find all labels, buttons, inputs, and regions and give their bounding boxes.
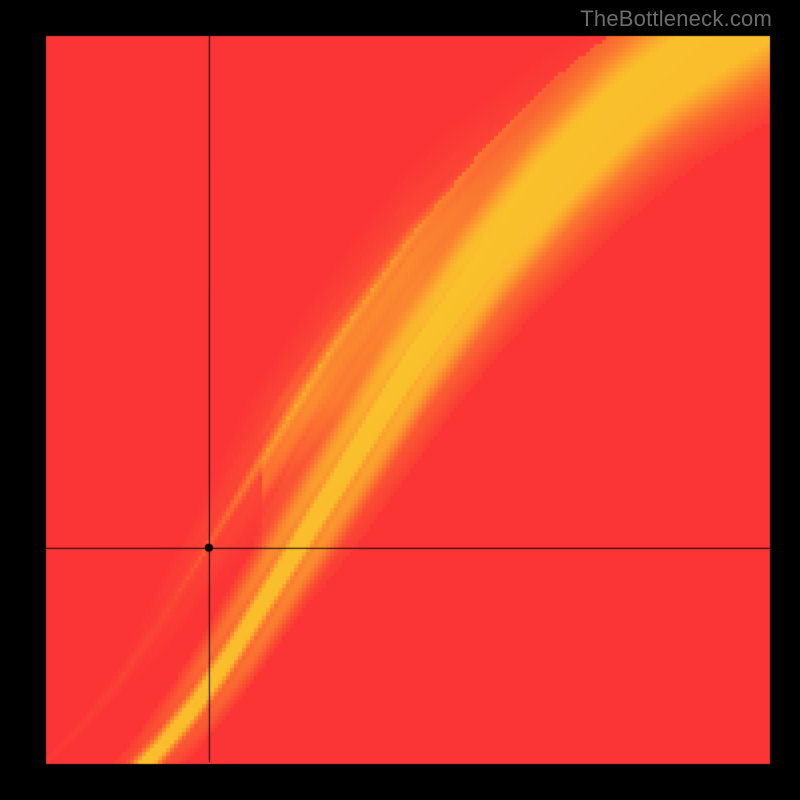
bottleneck-heatmap (0, 0, 800, 800)
watermark-text: TheBottleneck.com (580, 6, 772, 32)
chart-container: TheBottleneck.com (0, 0, 800, 800)
